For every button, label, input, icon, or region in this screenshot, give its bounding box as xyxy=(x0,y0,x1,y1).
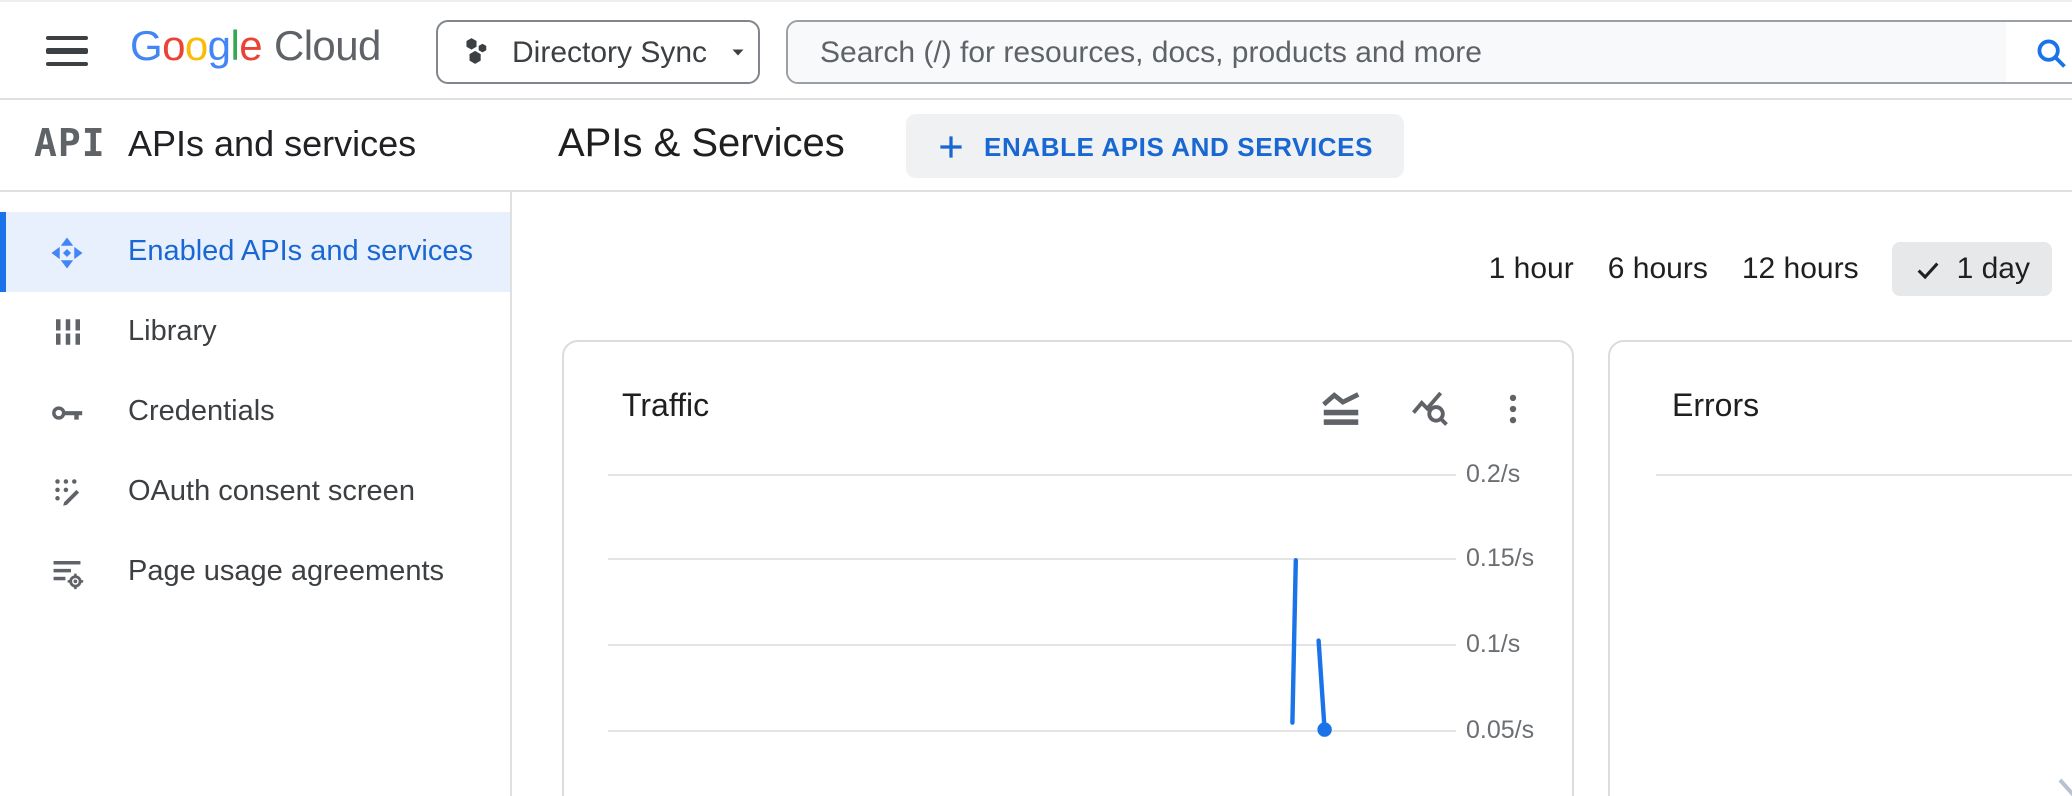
plus-icon xyxy=(936,131,966,161)
enable-apis-button-label: ENABLE APIS AND SERVICES xyxy=(984,131,1374,161)
traffic-card-title: Traffic xyxy=(622,390,710,424)
sidebar-item-page-usage-agreements[interactable]: Page usage agreements xyxy=(0,532,510,612)
google-logo-letters: Google xyxy=(130,24,263,72)
search-button[interactable]: Search xyxy=(2006,22,2072,82)
logo-letter: G xyxy=(130,24,163,70)
time-range-label: 12 hours xyxy=(1741,252,1859,286)
logo-letter: o xyxy=(162,24,185,70)
logo-letter: g xyxy=(207,24,231,70)
logo-letter: l xyxy=(230,24,240,70)
logo-letter: e xyxy=(239,24,262,70)
top-bar: Google Cloud Directory Sync xyxy=(0,0,2072,100)
page-title: APIs & Services xyxy=(558,122,845,166)
sidebar-item-label: Enabled APIs and services xyxy=(128,236,473,268)
time-range-selector: 1 hour 6 hours 12 hours 1 day xyxy=(1489,242,2052,296)
logo-letter: o xyxy=(184,24,208,70)
sidebar-item-credentials[interactable]: Credentials xyxy=(0,372,510,452)
gridline xyxy=(608,473,1456,475)
time-range-label: 6 hours xyxy=(1607,252,1708,286)
sub-header: API APIs and services APIs & Services EN… xyxy=(0,100,2072,192)
search-input[interactable] xyxy=(788,22,2006,82)
page-usage-icon xyxy=(48,553,86,591)
api-product-icon: API xyxy=(34,122,106,166)
traffic-line-series xyxy=(1290,557,1332,737)
library-icon xyxy=(48,313,86,351)
gridline xyxy=(608,729,1456,732)
hamburger-menu-icon[interactable] xyxy=(46,36,88,68)
sidebar-title: APIs and services xyxy=(128,124,417,164)
google-cloud-logo: Google Cloud xyxy=(130,24,381,72)
sidebar-nav: Enabled APIs and services Library Credenti… xyxy=(0,192,512,796)
search-bar: Search xyxy=(786,20,2072,84)
latest-value-dot xyxy=(1317,722,1332,737)
main-content: 1 hour 6 hours 12 hours 1 day Traffic xyxy=(514,192,2072,796)
key-icon xyxy=(48,393,86,431)
project-selector-label: Directory Sync xyxy=(512,35,708,69)
enable-apis-button[interactable]: ENABLE APIS AND SERVICES xyxy=(906,114,1404,178)
time-range-6-hours[interactable]: 6 hours xyxy=(1608,242,1708,296)
dashboard-cards: Traffic xyxy=(562,340,2072,796)
time-range-1-hour[interactable]: 1 hour xyxy=(1489,242,1574,296)
search-icon xyxy=(2032,33,2070,71)
sidebar-item-label: Page usage agreements xyxy=(128,556,444,588)
project-selector[interactable]: Directory Sync xyxy=(436,20,760,84)
gridline xyxy=(608,558,1456,561)
sidebar-item-label: OAuth consent screen xyxy=(128,476,415,508)
sidebar-item-label: Credentials xyxy=(128,396,275,428)
project-hexagons-icon xyxy=(458,34,494,70)
logo-cloud-label: Cloud xyxy=(273,24,381,70)
y-tick-label: 0.1/s xyxy=(1466,630,1521,658)
time-range-12-hours[interactable]: 12 hours xyxy=(1742,242,1859,296)
enabled-apis-icon xyxy=(48,233,86,271)
gridline xyxy=(608,644,1456,646)
more-vert-icon[interactable] xyxy=(1488,384,1536,432)
traffic-card: Traffic xyxy=(562,340,1574,796)
time-range-1-day[interactable]: 1 day xyxy=(1892,242,2052,296)
explore-data-icon[interactable] xyxy=(1406,384,1454,432)
oauth-consent-icon xyxy=(48,473,86,511)
time-range-label: 1 day xyxy=(1956,252,2030,286)
area-chart-icon[interactable] xyxy=(1316,384,1364,432)
errors-card-title: Errors xyxy=(1672,390,1760,424)
time-range-label: 1 hour xyxy=(1488,252,1574,286)
errors-line-series xyxy=(2058,778,2072,796)
errors-card: Errors xyxy=(1608,340,2072,796)
sidebar-item-label: Library xyxy=(128,316,217,348)
sidebar-item-enabled-apis-and-services[interactable]: Enabled APIs and services xyxy=(0,212,510,292)
y-tick-label: 0.2/s xyxy=(1466,459,1521,487)
gridline xyxy=(1656,473,2072,475)
chevron-down-icon xyxy=(725,40,749,64)
sidebar-item-oauth-consent-screen[interactable]: OAuth consent screen xyxy=(0,452,510,532)
y-tick-label: 0.05/s xyxy=(1466,715,1535,744)
y-tick-label: 0.15/s xyxy=(1466,544,1535,573)
check-icon xyxy=(1915,255,1943,283)
sidebar-item-library[interactable]: Library xyxy=(0,292,510,372)
